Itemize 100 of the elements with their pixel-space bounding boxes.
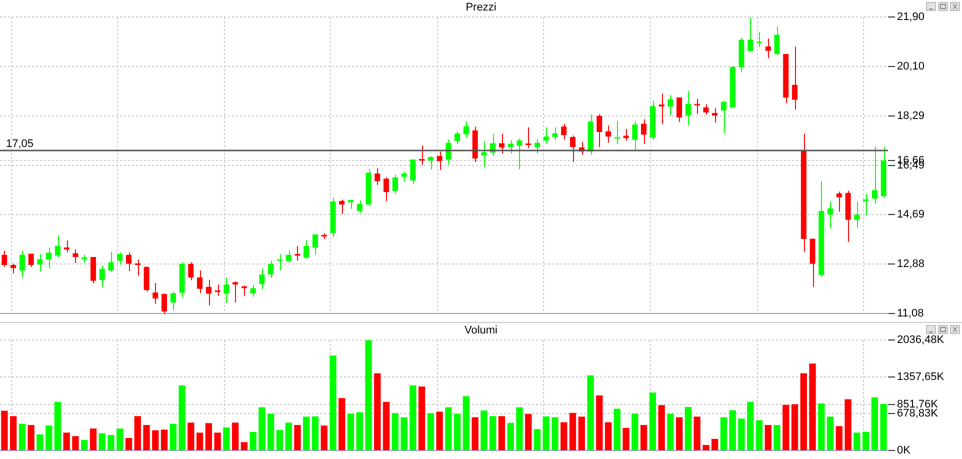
y-tick-label: 851,76K — [897, 398, 939, 410]
candlestick — [446, 139, 452, 166]
candlestick — [374, 168, 380, 186]
y-tick-label: 678,83K — [897, 408, 939, 420]
bar — [214, 432, 221, 450]
candlestick — [37, 253, 43, 272]
bar — [862, 432, 870, 450]
bar — [587, 375, 594, 450]
bar — [632, 414, 638, 450]
bar — [712, 438, 718, 450]
bar — [374, 373, 381, 450]
candlestick — [259, 268, 265, 290]
bar — [160, 430, 168, 450]
candlestick — [703, 104, 709, 115]
candlestick — [623, 128, 629, 142]
bar — [382, 402, 390, 450]
bar — [578, 416, 585, 450]
candlestick — [401, 170, 407, 182]
bar — [98, 433, 106, 450]
candlestick — [596, 114, 602, 148]
bar — [63, 432, 70, 450]
bar — [462, 396, 470, 450]
bar — [152, 430, 159, 450]
bar — [18, 424, 26, 450]
y-tick-label: 14,69 — [897, 208, 925, 221]
bar — [125, 438, 132, 450]
bar — [285, 422, 292, 450]
y-tick-label: 21,90 — [897, 11, 925, 24]
bar — [356, 412, 363, 450]
candlestick — [765, 38, 771, 59]
bar — [782, 404, 790, 450]
candlestick — [508, 140, 514, 154]
bar — [818, 403, 825, 450]
candlestick — [552, 126, 558, 141]
bar — [1, 410, 8, 450]
candlestick — [561, 123, 567, 140]
bar — [392, 413, 398, 450]
candlestick — [632, 121, 638, 152]
bar — [400, 417, 408, 450]
candlestick — [19, 250, 26, 278]
candlestick — [64, 240, 70, 253]
bar — [791, 404, 798, 450]
candlestick — [543, 126, 549, 144]
bar — [436, 412, 443, 450]
candlestick — [268, 260, 274, 279]
candlestick — [161, 292, 168, 314]
candlestick — [827, 201, 834, 229]
candlestick — [117, 252, 123, 266]
bar — [472, 417, 478, 450]
y-tick-label: 11,08 — [897, 307, 924, 320]
bar — [826, 416, 834, 450]
candlestick — [46, 247, 52, 270]
bar — [312, 416, 319, 450]
bar — [81, 440, 88, 450]
candlestick — [481, 140, 487, 168]
bar — [569, 412, 576, 450]
bar — [365, 340, 372, 450]
bar — [844, 399, 852, 450]
bar — [223, 427, 230, 450]
bar — [72, 436, 79, 450]
candlestick — [188, 262, 194, 281]
bar — [490, 416, 496, 450]
bar — [756, 420, 763, 450]
candlestick — [152, 282, 158, 304]
y-tick-label: 20,10 — [897, 60, 925, 73]
candlestick — [2, 250, 8, 268]
bar — [338, 398, 346, 450]
candlestick — [312, 234, 318, 256]
bar — [480, 410, 488, 450]
bar — [498, 416, 506, 450]
bar — [622, 428, 630, 450]
candlestick — [72, 248, 78, 264]
y-tick-label: 18,29 — [897, 110, 925, 122]
candlestick — [108, 251, 114, 272]
bar — [534, 429, 541, 450]
candlestick — [614, 120, 620, 144]
bar — [854, 432, 860, 450]
candlestick — [685, 90, 692, 126]
bar — [774, 424, 780, 450]
candlestick — [392, 174, 398, 195]
bar — [560, 422, 568, 450]
candlestick — [224, 277, 230, 304]
candlestick — [774, 26, 780, 56]
candlestick — [144, 266, 150, 292]
bar — [640, 424, 648, 450]
candlestick — [872, 146, 878, 204]
bar — [303, 416, 310, 450]
y-tick-label: 0K — [897, 444, 912, 456]
candlestick — [410, 159, 416, 185]
bar — [170, 424, 176, 450]
candlestick — [498, 133, 505, 154]
bar — [258, 407, 266, 450]
y-tick-label: 1357,65K — [897, 370, 945, 383]
bar — [836, 426, 842, 450]
bar — [809, 363, 816, 450]
bar — [764, 424, 772, 450]
bar — [614, 408, 620, 450]
bar — [454, 414, 461, 450]
bar — [54, 402, 62, 450]
bar — [90, 428, 97, 450]
